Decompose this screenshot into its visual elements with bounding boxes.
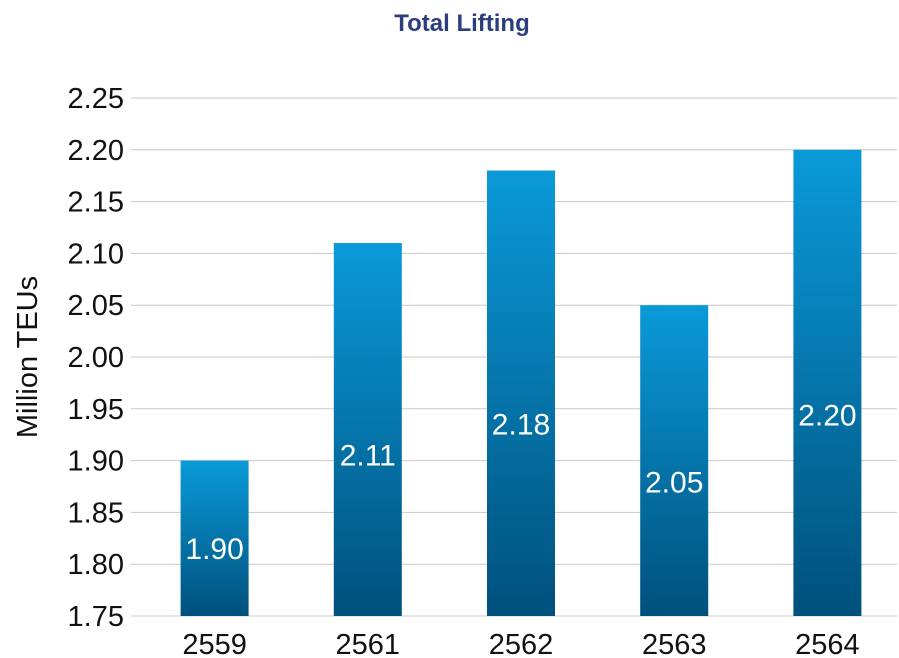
x-tick-label-2563: 2563 [642, 629, 707, 658]
bar-2562 [487, 170, 555, 616]
bar-2563 [640, 305, 709, 616]
y-tick-label: 2.25 [68, 83, 124, 115]
data-label-2559: 1.90 [185, 533, 243, 566]
data-label-2562: 2.18 [492, 408, 550, 441]
bar-2564 [793, 149, 862, 617]
bar-2561 [333, 243, 402, 617]
y-axis-title: Million TEUs [12, 276, 44, 438]
y-tick-label: 1.90 [68, 446, 124, 478]
x-tick-label-2562: 2562 [489, 629, 554, 658]
x-tick-label-2561: 2561 [336, 629, 401, 658]
data-label-2561: 2.11 [340, 440, 396, 473]
bars: 1.90 2.11 2.18 2.05 2.20 [180, 149, 862, 617]
bar-2559 [180, 460, 249, 616]
y-tick-label: 2.05 [68, 290, 124, 322]
x-tick-label-2559: 2559 [182, 629, 247, 658]
y-tick-label: 2.20 [68, 135, 124, 167]
y-axis-ticks: 1.75 1.80 1.85 1.90 1.95 2.00 2.05 2.10 2.15 2.20… [68, 83, 124, 633]
data-label-2564: 2.20 [798, 400, 856, 433]
y-tick-label: 1.95 [68, 394, 124, 426]
y-tick-label: 1.85 [68, 497, 124, 529]
x-tick-label-2564: 2564 [795, 629, 860, 658]
y-tick-label: 1.75 [68, 601, 124, 633]
data-label-2563: 2.05 [645, 466, 703, 499]
y-tick-label: 2.10 [68, 238, 124, 270]
y-tick-label: 2.15 [68, 187, 124, 219]
chart-title: Total Lifting [394, 10, 530, 37]
y-tick-label: 2.00 [68, 342, 124, 374]
y-tick-label: 1.80 [68, 549, 124, 581]
x-axis-ticks: 2559 2561 2562 2563 2564 [182, 629, 859, 658]
